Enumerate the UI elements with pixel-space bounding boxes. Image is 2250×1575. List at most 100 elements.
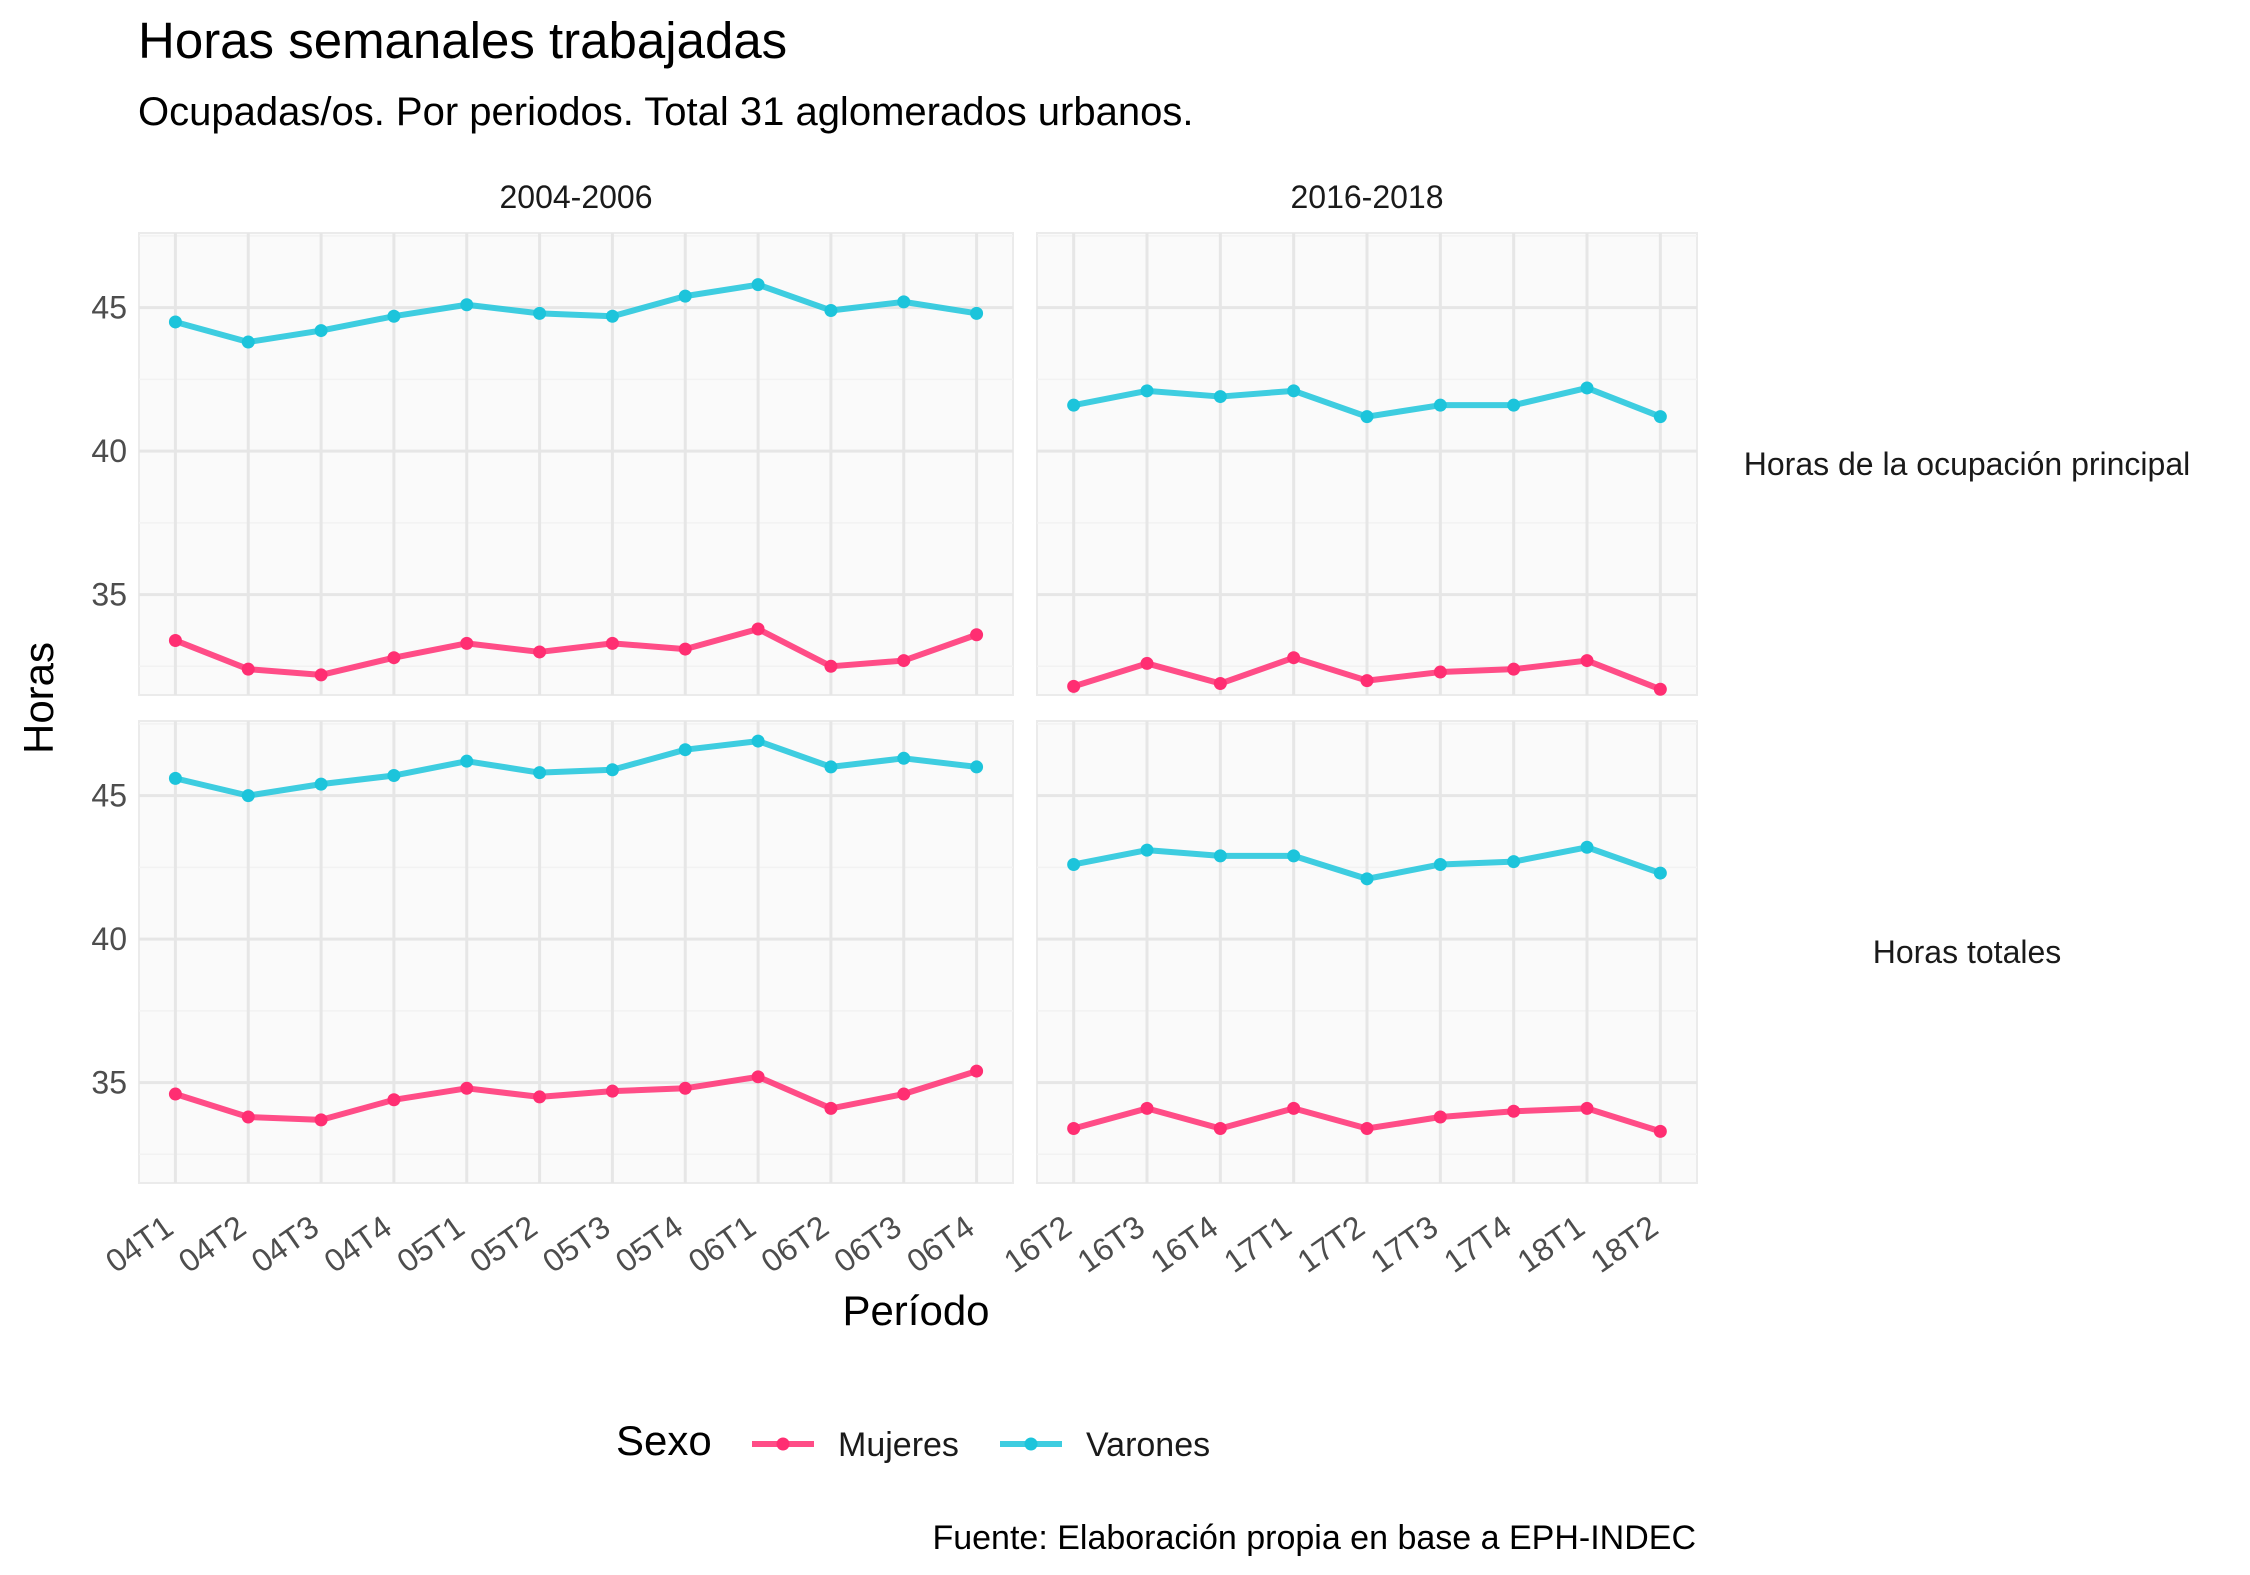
data-point-mujeres (460, 636, 474, 650)
data-point-varones (1580, 381, 1594, 395)
x-tick-label: 17T1 (1217, 1208, 1297, 1279)
y-tick-label: 40 (91, 921, 127, 957)
data-point-varones (314, 777, 328, 791)
data-point-mujeres (1140, 1101, 1154, 1115)
panel-background (138, 232, 1014, 696)
x-axis-title: Período (842, 1287, 989, 1334)
data-point-mujeres (605, 1084, 619, 1098)
legend-label-mujeres: Mujeres (838, 1426, 959, 1464)
data-point-varones (1580, 840, 1594, 854)
data-point-mujeres (387, 651, 401, 665)
y-tick-label: 35 (91, 577, 127, 613)
x-tick-label: 04T3 (245, 1208, 325, 1279)
data-point-mujeres (241, 662, 255, 676)
panel (1036, 720, 1698, 1184)
data-point-varones (1213, 390, 1227, 404)
data-point-varones (1140, 843, 1154, 857)
series-line-mujeres (172, 1068, 980, 1123)
data-point-varones (1360, 410, 1374, 424)
legend: Sexo Mujeres Varones (616, 1417, 1210, 1464)
panel-background (138, 720, 1014, 1184)
data-point-varones (678, 289, 692, 303)
data-point-mujeres (1653, 682, 1667, 696)
x-tick-label: 18T1 (1511, 1208, 1591, 1279)
x-tick-label: 04T1 (99, 1208, 179, 1279)
x-tick-label: 05T2 (463, 1208, 543, 1279)
facet-panels: 2004-200635404535404504T104T204T304T405T… (91, 179, 2190, 1280)
x-tick-label: 17T3 (1364, 1208, 1444, 1279)
data-point-varones (1433, 857, 1447, 871)
y-tick-label: 35 (91, 1065, 127, 1101)
chart-subtitle: Ocupadas/os. Por periodos. Total 31 aglo… (138, 90, 1193, 134)
data-point-varones (387, 309, 401, 323)
y-tick-label: 45 (91, 290, 127, 326)
x-tick-label: 04T4 (318, 1208, 398, 1279)
x-tick-label: 05T4 (609, 1208, 689, 1279)
x-tick-label: 04T2 (172, 1208, 252, 1279)
data-point-mujeres (1653, 1124, 1667, 1138)
data-point-mujeres (460, 1081, 474, 1095)
data-point-varones (970, 760, 984, 774)
data-point-mujeres (1287, 1101, 1301, 1115)
x-tick-label: 05T3 (536, 1208, 616, 1279)
data-point-mujeres (1213, 677, 1227, 691)
x-tick-label: 17T2 (1291, 1208, 1371, 1279)
data-point-varones (897, 295, 911, 309)
data-point-varones (751, 734, 765, 748)
y-axis-title: Horas (15, 642, 62, 754)
data-point-mujeres (1433, 1110, 1447, 1124)
data-point-mujeres (1067, 679, 1081, 693)
x-tick-label: 17T4 (1437, 1208, 1517, 1279)
data-point-varones (970, 306, 984, 320)
data-point-mujeres (678, 1081, 692, 1095)
x-tick-label: 16T4 (1144, 1208, 1224, 1279)
data-point-varones (1287, 849, 1301, 863)
legend-title: Sexo (616, 1417, 712, 1464)
data-point-mujeres (1213, 1121, 1227, 1135)
data-point-varones (168, 315, 182, 329)
legend-label-varones: Varones (1086, 1426, 1210, 1464)
data-point-varones (387, 769, 401, 783)
data-point-varones (605, 309, 619, 323)
data-point-varones (1433, 398, 1447, 412)
data-point-mujeres (1140, 656, 1154, 670)
data-point-mujeres (314, 1113, 328, 1127)
caption: Fuente: Elaboración propia en base a EPH… (932, 1519, 1696, 1557)
y-tick-label: 45 (91, 778, 127, 814)
data-point-varones (168, 771, 182, 785)
data-point-varones (460, 754, 474, 768)
data-point-mujeres (970, 628, 984, 642)
panel (138, 232, 1014, 696)
x-tick-label: 16T2 (997, 1208, 1077, 1279)
data-point-mujeres (1287, 651, 1301, 665)
x-tick-label: 16T3 (1071, 1208, 1151, 1279)
data-point-mujeres (605, 636, 619, 650)
x-tick-label: 06T3 (827, 1208, 907, 1279)
panel (1036, 232, 1698, 696)
data-point-mujeres (1507, 1104, 1521, 1118)
data-point-mujeres (533, 645, 547, 659)
data-point-varones (678, 743, 692, 757)
data-point-varones (1653, 866, 1667, 880)
data-point-varones (1507, 398, 1521, 412)
data-point-varones (751, 278, 765, 292)
series-line-varones (172, 738, 980, 799)
data-point-varones (1140, 384, 1154, 398)
data-point-mujeres (1580, 654, 1594, 668)
strip-label-col-2004-2006: 2004-2006 (499, 179, 652, 215)
data-point-varones (824, 303, 838, 317)
x-tick-label: 06T2 (755, 1208, 835, 1279)
chart-title: Horas semanales trabajadas (138, 12, 787, 69)
data-point-mujeres (168, 633, 182, 647)
x-tick-label: 18T2 (1584, 1208, 1664, 1279)
data-point-mujeres (897, 654, 911, 668)
data-point-mujeres (168, 1087, 182, 1101)
x-tick-label: 06T4 (900, 1208, 980, 1279)
data-point-mujeres (1067, 1121, 1081, 1135)
data-point-mujeres (678, 642, 692, 656)
data-point-mujeres (1507, 662, 1521, 676)
data-point-varones (605, 763, 619, 777)
data-point-varones (533, 766, 547, 780)
data-point-varones (1287, 384, 1301, 398)
data-point-mujeres (314, 668, 328, 682)
